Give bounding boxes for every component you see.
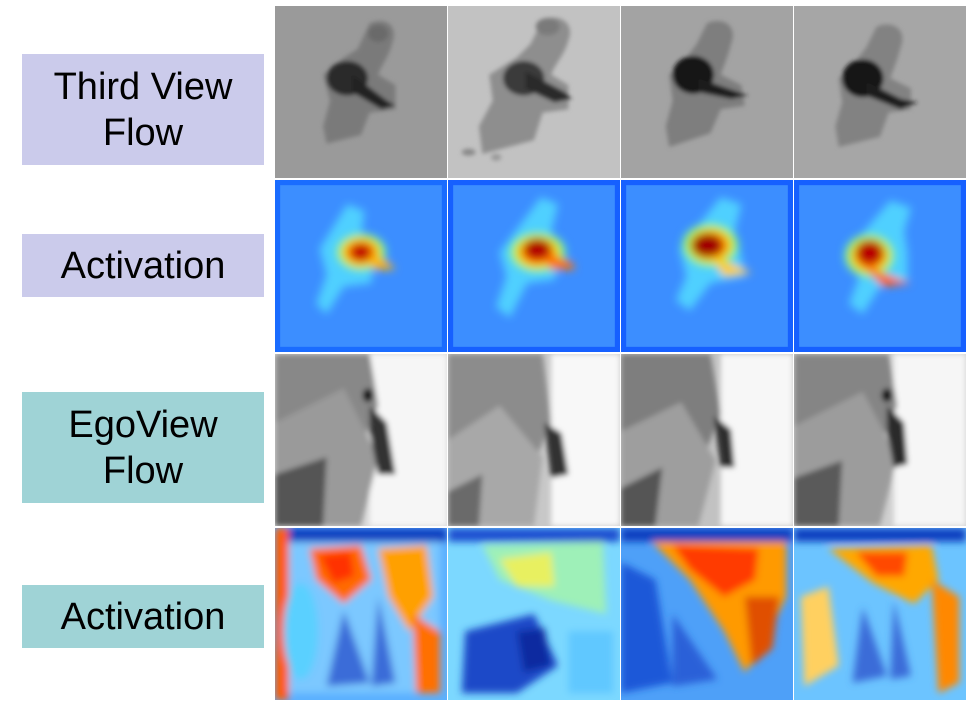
label-text: Activation [60,595,226,638]
egoview-activation-image-2 [448,528,620,700]
third-view-activation-image-1 [275,180,447,352]
third-view-flow-image-4 [794,6,966,178]
third-view-activation-image-2 [448,180,620,352]
third-view-flow-image-3 [621,6,793,178]
egoview-flow-image-1 [275,354,447,526]
egoview-activation-image-3 [621,528,793,700]
label-activation-third: Activation [22,234,264,297]
egoview-flow-image-2 [448,354,620,526]
egoview-activation-image-4 [794,528,966,700]
label-text: Third View Flow [53,65,233,154]
label-third-view-flow: Third View Flow [22,54,264,165]
third-view-activation-image-4 [794,180,966,352]
third-view-activation-image-3 [621,180,793,352]
third-view-flow-image-2 [448,6,620,178]
egoview-flow-image-3 [621,354,793,526]
egoview-activation-image-1 [275,528,447,700]
label-egoview-flow: EgoView Flow [22,392,264,503]
label-activation-ego: Activation [22,585,264,648]
third-view-flow-image-1 [275,6,447,178]
egoview-flow-image-4 [794,354,966,526]
label-text: Activation [60,244,226,287]
label-text: EgoView Flow [68,403,218,492]
